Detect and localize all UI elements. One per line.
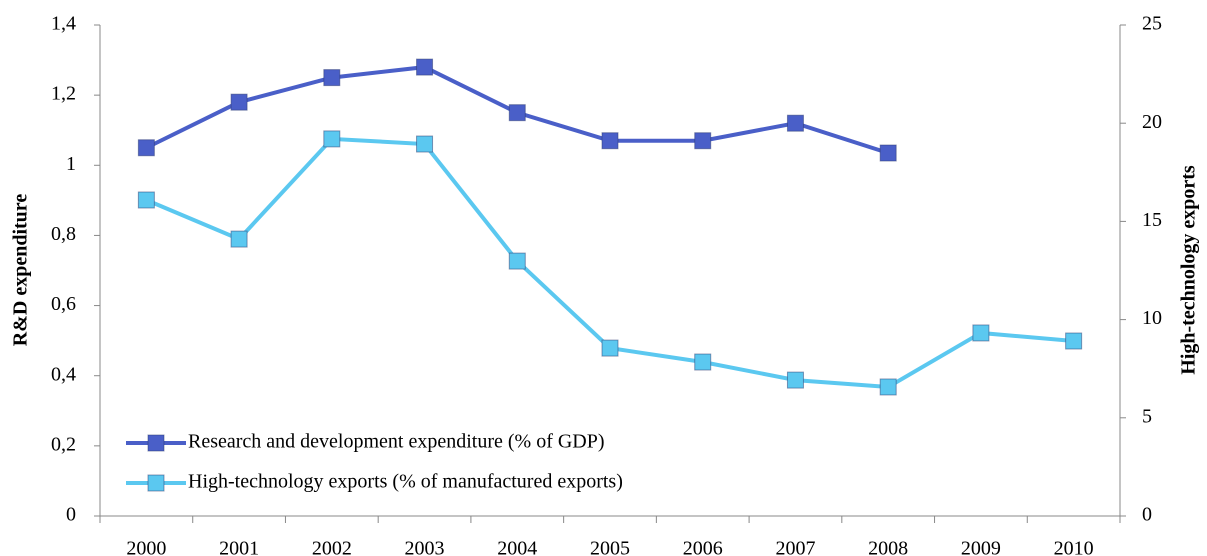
y-tick-label: 0,2 [51, 433, 76, 455]
marker [230, 93, 248, 111]
y-tick-label: 0,4 [51, 363, 76, 385]
marker [786, 114, 804, 132]
marker [137, 191, 155, 209]
marker [601, 339, 619, 357]
y-tick-label: 1 [66, 153, 76, 175]
legend-label: High-technology exports (% of manufactur… [188, 471, 623, 493]
marker [137, 139, 155, 157]
x-tick-label: 2003 [405, 538, 445, 556]
y-tick-label: 0 [66, 504, 76, 526]
x-tick-label: 2010 [1054, 538, 1094, 556]
y-tick-label: 1,2 [51, 83, 76, 105]
marker [323, 130, 341, 148]
x-tick-label: 2001 [219, 538, 259, 556]
x-tick-label: 2008 [868, 538, 908, 556]
x-tick-label: 2009 [961, 538, 1001, 556]
marker [416, 135, 434, 153]
x-tick-label: 2005 [590, 538, 630, 556]
y-tick-label: 0,6 [51, 293, 76, 315]
marker [879, 378, 897, 396]
y-tick-label: 0,8 [51, 223, 76, 245]
marker [694, 353, 712, 371]
x-tick-label: 2002 [312, 538, 352, 556]
marker [323, 69, 341, 87]
x-tick-label: 2004 [497, 538, 537, 556]
y2-tick-label: 20 [1142, 111, 1162, 133]
marker [1065, 332, 1083, 350]
legend-label: Research and development expenditure (% … [188, 431, 605, 453]
y2-tick-label: 5 [1142, 405, 1152, 427]
x-tick-label: 2007 [775, 538, 815, 556]
marker [879, 144, 897, 162]
marker [508, 104, 526, 122]
x-tick-label: 2006 [683, 538, 723, 556]
x-tick-label: 2000 [126, 538, 166, 556]
marker [601, 132, 619, 150]
y2-tick-label: 10 [1142, 307, 1162, 329]
y2-tick-label: 0 [1142, 504, 1152, 526]
legend-marker [147, 434, 165, 452]
marker [694, 132, 712, 150]
marker [416, 58, 434, 76]
marker [508, 252, 526, 270]
marker [786, 371, 804, 389]
y-axis-label: R&D expenditure [10, 194, 32, 347]
y2-axis-label: High-technology exports [1178, 165, 1200, 375]
marker [230, 230, 248, 248]
y2-tick-label: 25 [1142, 13, 1162, 35]
y-tick-label: 1,4 [51, 13, 76, 35]
y2-tick-label: 15 [1142, 209, 1162, 231]
marker [972, 324, 990, 342]
legend-marker [147, 474, 165, 492]
